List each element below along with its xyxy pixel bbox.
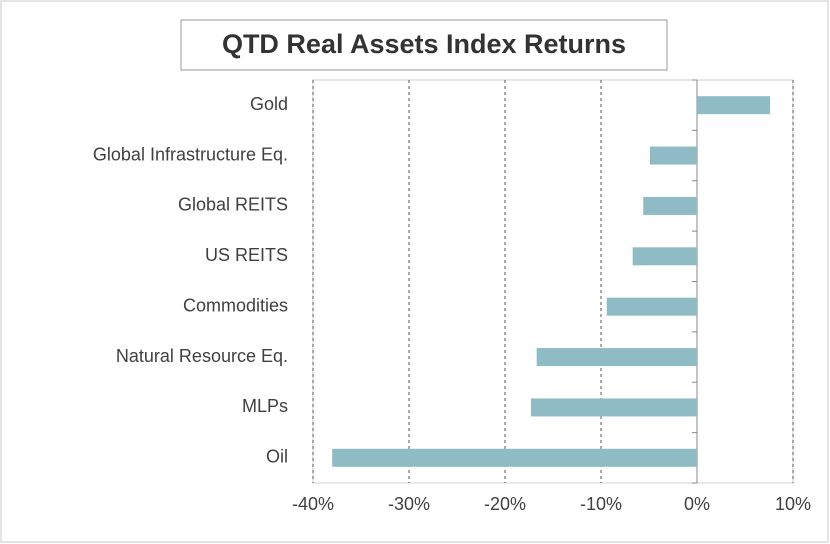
y-tick-label: Global Infrastructure Eq. bbox=[93, 144, 288, 164]
y-tick-label: Global REITS bbox=[178, 195, 288, 215]
bar bbox=[632, 247, 697, 266]
x-tick-label: -10% bbox=[580, 494, 622, 514]
bar bbox=[606, 297, 697, 316]
y-tick-label: Oil bbox=[266, 447, 288, 467]
x-tick-label: -40% bbox=[292, 494, 334, 514]
x-tick-label: -30% bbox=[388, 494, 430, 514]
x-tick-label: 0% bbox=[684, 494, 710, 514]
y-tick-label: Commodities bbox=[183, 295, 288, 315]
plot-area bbox=[312, 79, 794, 484]
bar bbox=[536, 348, 697, 367]
bar bbox=[530, 398, 697, 417]
y-tick-label: US REITS bbox=[205, 245, 288, 265]
y-tick-label: MLPs bbox=[242, 396, 288, 416]
bar bbox=[697, 96, 770, 115]
x-tick-label: 10% bbox=[775, 494, 811, 514]
bar bbox=[643, 196, 697, 215]
bar bbox=[649, 146, 697, 165]
chart-title: QTD Real Assets Index Returns bbox=[222, 29, 626, 59]
x-tick-label: -20% bbox=[484, 494, 526, 514]
title-box bbox=[180, 19, 668, 71]
y-tick-label: Natural Resource Eq. bbox=[116, 346, 288, 366]
bar bbox=[332, 448, 697, 467]
y-tick-label: Gold bbox=[250, 94, 288, 114]
